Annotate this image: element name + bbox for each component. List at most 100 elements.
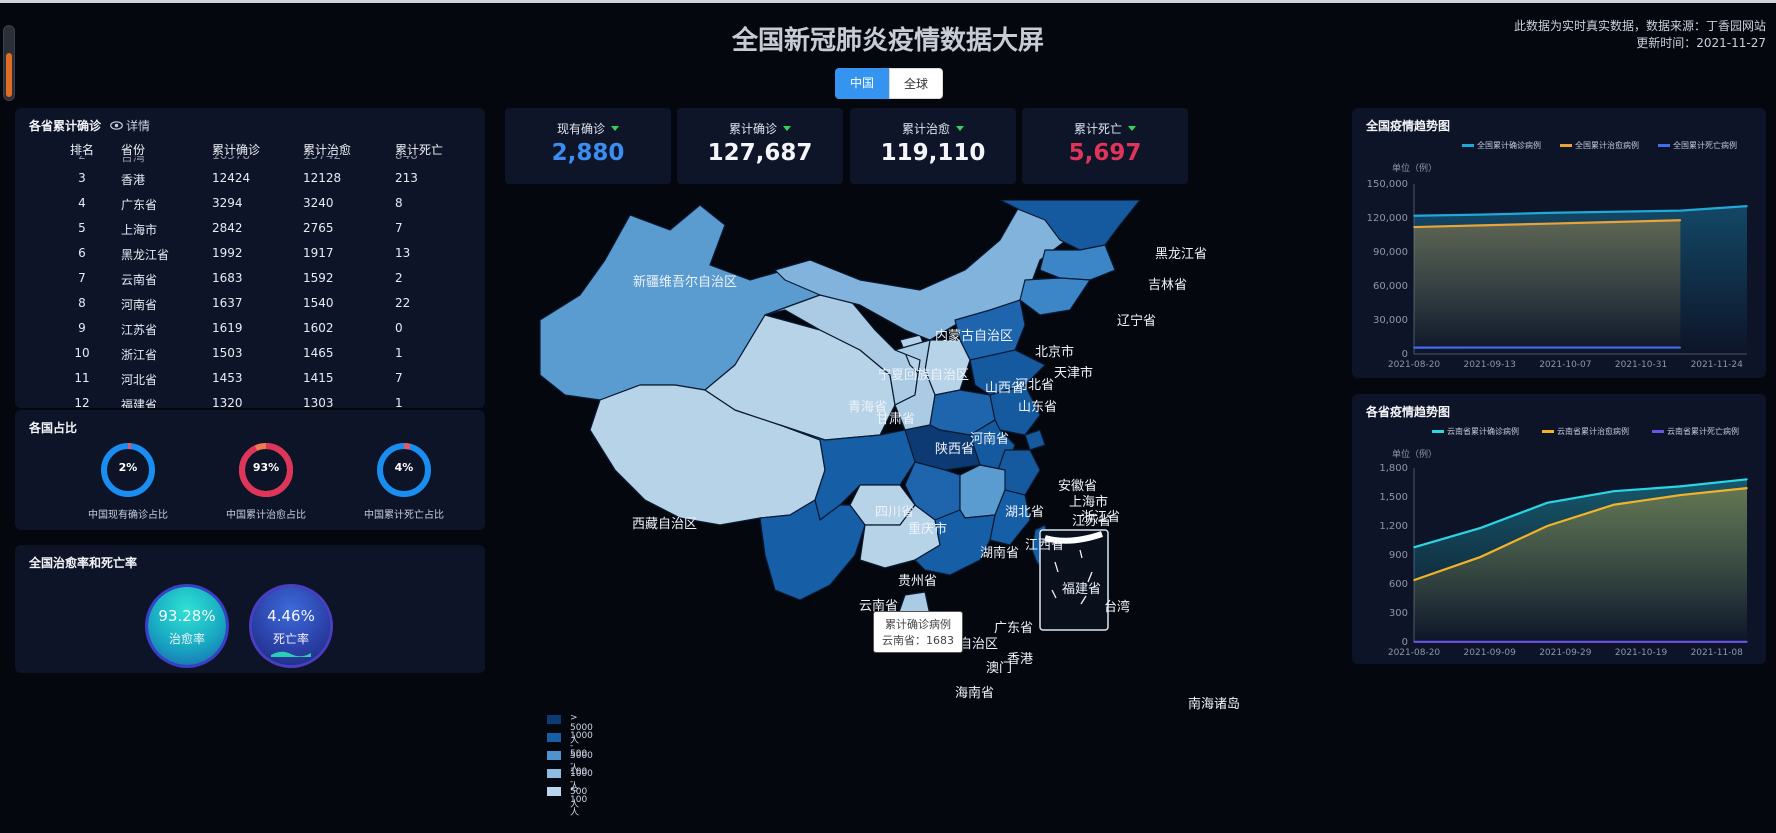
data-point — [1413, 641, 1415, 643]
x-tick-label: 2021-10-07 — [1539, 360, 1591, 370]
national-trend-title: 全国疫情趋势图 — [1366, 119, 1451, 133]
cell-dead: 0 — [395, 321, 403, 335]
x-tick-label: 2021-09-13 — [1464, 360, 1516, 370]
data-point — [1413, 226, 1415, 228]
cure-rate-label: 治愈率 — [168, 632, 205, 646]
death-rate-value: 4.46% — [267, 607, 315, 625]
stat-label-current: 现有确诊 — [505, 120, 671, 137]
table-row[interactable]: 8 河南省 1637 1540 22 — [15, 292, 485, 317]
map-region-label: 自治区 — [959, 637, 999, 652]
x-tick-label: 2021-11-24 — [1691, 360, 1744, 370]
cell-confirmed: 1619 — [212, 321, 243, 335]
cell-province: 香港 — [121, 173, 146, 187]
data-point — [1746, 205, 1748, 207]
legend-line — [1432, 430, 1444, 433]
cell-province: 河北省 — [121, 373, 158, 387]
map-region-label: 内蒙古自治区 — [935, 329, 1014, 344]
legend-label: 100 - 500 人 — [570, 767, 588, 810]
stat-card-cured: 累计治愈 119,110 — [850, 108, 1016, 184]
cell-cured: 2765 — [303, 221, 334, 235]
table-row[interactable]: 7 云南省 1683 1592 2 — [15, 267, 485, 292]
donut-percent: 2% — [118, 461, 138, 474]
y-tick-label: 0 — [1402, 637, 1408, 648]
y-tick-label: 1,800 — [1379, 463, 1408, 474]
cell-province: 浙江省 — [121, 348, 158, 362]
map-region-label: 北京市 — [1035, 345, 1075, 360]
y-tick-label: 90,000 — [1373, 247, 1408, 258]
cell-rank: 11 — [74, 371, 90, 385]
window-top-border — [0, 0, 1776, 3]
map-region-label: 南海诸岛 — [1188, 697, 1241, 712]
stat-card-dead: 累计死亡 5,697 — [1022, 108, 1188, 184]
y-tick-label: 1,500 — [1379, 492, 1408, 503]
y-tick-label: 600 — [1389, 579, 1408, 590]
province-table-panel: 各省累计确诊 详情 排名 省份 累计确诊 累计治愈 累计死亡 2台湾163781… — [15, 108, 485, 408]
details-link[interactable]: 详情 — [110, 117, 150, 134]
legend-text: 全国累计治愈病例 — [1575, 141, 1639, 150]
map-region-label: 香港 — [1007, 652, 1034, 667]
caret-down-icon — [783, 126, 791, 131]
cell-dead: 2 — [395, 271, 403, 285]
province-table-title: 各省累计确诊 — [29, 119, 102, 133]
caret-down-icon — [956, 126, 964, 131]
series-line-confirmed[interactable] — [1413, 478, 1748, 549]
table-row[interactable]: 9 江苏省 1619 1602 0 — [15, 317, 485, 342]
table-row[interactable]: 4 广东省 3294 3240 8 — [15, 192, 485, 217]
series-line-confirmed[interactable] — [1413, 205, 1748, 217]
caret-down-icon — [1128, 126, 1136, 131]
tab-global[interactable]: 全球 — [889, 68, 943, 99]
data-point — [1479, 527, 1482, 529]
data-point — [1479, 641, 1482, 643]
stat-label-dead: 累计死亡 — [1022, 120, 1188, 137]
legend-swatch — [547, 733, 561, 742]
ratio-panel: 各国占比 2% 中国现有确诊占比 93% 中国累计治愈占比 4% 中国累计死亡占比 — [15, 410, 485, 530]
table-row[interactable]: 10 浙江省 1503 1465 1 — [15, 342, 485, 367]
data-point — [1546, 222, 1548, 225]
cell-rank: 7 — [78, 271, 86, 285]
table-body[interactable]: 3 香港 12424 12128 213 4 广东省 3294 3240 8 5 上海市 2842 276… — [15, 167, 485, 408]
national-trend-chart[interactable]: 150,000 120,000 90,000 60,000 30,000 02021-08… — [1352, 108, 1766, 378]
legend-swatch — [547, 769, 561, 778]
data-point — [1546, 346, 1548, 349]
cell-province: 黑龙江省 — [121, 248, 170, 262]
table-row[interactable]: 3 香港 12424 12128 213 — [15, 167, 485, 192]
data-point — [1679, 219, 1682, 222]
series-line-cured[interactable] — [1413, 487, 1748, 582]
table-row[interactable]: 6 黑龙江省 1992 1917 13 — [15, 242, 485, 267]
map-region-label: 浙江省 — [1081, 510, 1121, 525]
donut-chart — [239, 443, 293, 497]
map-region-label: 黑龙江省 — [1155, 247, 1208, 262]
cell-cured: 1592 — [303, 271, 334, 285]
donut-value-arc — [377, 443, 431, 497]
tab-china[interactable]: 中国 — [835, 68, 889, 99]
rate-panel-title: 全国治愈率和死亡率 — [29, 556, 138, 570]
cell-province: 河南省 — [121, 298, 158, 312]
province-trend-panel: 各省疫情趋势图 云南省累计确诊病例 云南省累计治愈病例 云南省累计死亡病例 单位（例… — [1352, 394, 1766, 664]
data-point — [1679, 494, 1682, 496]
national-trend-unit: 单位（例） — [1392, 164, 1438, 174]
donut-label: 中国累计治愈占比 — [226, 510, 306, 521]
cell-cured: 12128 — [303, 171, 342, 185]
cell-confirmed: 1992 — [212, 246, 243, 260]
cell-dead: 1 — [395, 346, 403, 360]
ratio-panel-title: 各国占比 — [29, 421, 78, 435]
cell-confirmed: 1503 — [212, 346, 243, 360]
header-cured: 累计治愈 — [303, 143, 352, 157]
stat-value-dead: 5,697 — [1068, 140, 1142, 166]
data-point — [1479, 224, 1482, 227]
data-point — [1746, 487, 1748, 489]
map-region-label: 福建省 — [1062, 582, 1102, 597]
donut-chart — [101, 443, 155, 497]
scroll-indicator[interactable] — [3, 25, 15, 101]
table-row[interactable]: 12 福建省 1320 1303 1 — [15, 392, 485, 408]
table-row[interactable]: 11 河北省 1453 1415 7 — [15, 367, 485, 392]
china-map[interactable] — [520, 200, 1300, 720]
legend-label: 1000 - 5000 人 — [570, 731, 593, 774]
x-tick-label: 2021-10-19 — [1615, 648, 1668, 658]
stat-value-cured: 119,110 — [880, 140, 986, 166]
data-point — [1679, 346, 1682, 349]
map-region-label: 湖南省 — [980, 546, 1020, 561]
map-region-label: 山西省 — [985, 381, 1025, 396]
table-row[interactable]: 5 上海市 2842 2765 7 — [15, 217, 485, 242]
